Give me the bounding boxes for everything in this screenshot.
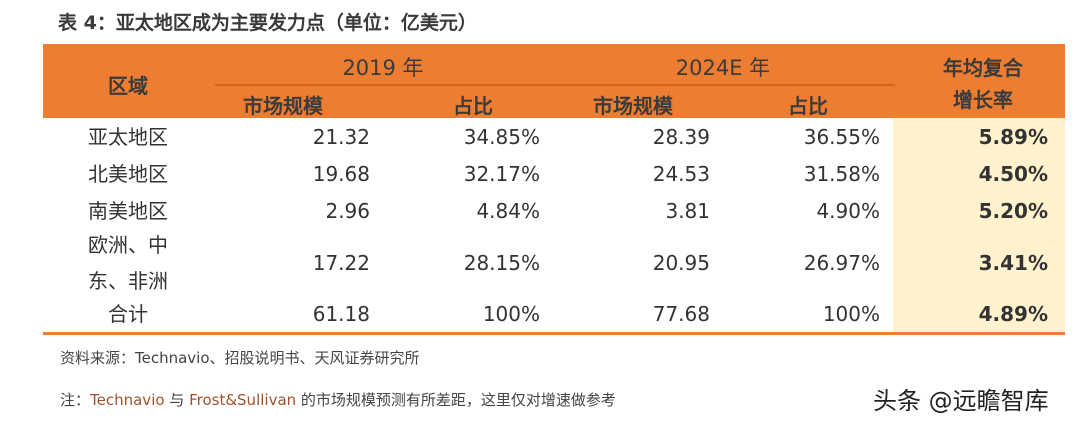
cell-market-2024: 77.68 (652, 302, 710, 326)
cell-share-2024: 100% (822, 302, 880, 326)
cell-share-2024: 4.90% (816, 198, 880, 223)
cell-market-2019: 2.96 (325, 198, 370, 223)
cell-share-2019: 4.84% (476, 198, 540, 223)
cell-cagr: 3.41% (978, 250, 1048, 275)
cell-share-2019: 32.17% (463, 161, 540, 186)
note-mid: 与 (164, 391, 190, 409)
cell-cagr: 5.89% (978, 124, 1048, 149)
cell-share-2019: 28.15% (463, 250, 540, 275)
note-prefix: 注： (60, 391, 91, 409)
header-2024: 2024E 年 (675, 56, 771, 80)
note-frost: Frost&Sullivan (189, 391, 297, 409)
cell-market-2019: 61.18 (312, 302, 370, 326)
header-share-2024: 占比 (788, 94, 828, 118)
header-cagr-2: 增长率 (953, 88, 1013, 112)
cell-market-2024: 3.81 (665, 198, 710, 223)
cell-region: 亚太地区 (88, 124, 168, 149)
table-bottom-border (43, 332, 1065, 335)
source-note: 资料来源：Technavio、招股说明书、天风证券研究所 (60, 349, 420, 367)
cell-share-2019: 34.85% (463, 124, 540, 149)
cell-market-2019: 21.32 (312, 124, 370, 149)
cell-share-2024: 26.97% (803, 250, 880, 275)
header-2019: 2019 年 (342, 56, 424, 80)
cell-share-2024: 31.58% (803, 161, 880, 186)
header-divider (215, 84, 895, 86)
header-share-2019: 占比 (453, 94, 493, 118)
table-row: 南美地区 2.96 4.84% 3.81 4.90% 5.20% (43, 192, 1065, 229)
cell-cagr: 5.20% (978, 198, 1048, 223)
table-header: 区域 2019 年 2024E 年 市场规模 占比 市场规模 占比 年均复合 增… (43, 44, 1065, 118)
cell-region: 欧洲、中东、非洲 (88, 232, 168, 293)
cell-region: 北美地区 (88, 161, 168, 186)
cell-market-2019: 17.22 (312, 250, 370, 275)
cell-market-2024: 20.95 (652, 250, 710, 275)
cell-region: 合计 (108, 302, 148, 326)
header-market-2024: 市场规模 (593, 94, 673, 118)
cell-share-2019: 100% (482, 302, 540, 326)
note-rest: 的市场规模预测有所差距，这里仅对增速做参考 (296, 391, 616, 409)
cell-market-2024: 24.53 (652, 161, 710, 186)
table-title: 表 4：亚太地区成为主要发力点（单位：亿美元） (58, 12, 477, 34)
cell-cagr: 4.89% (978, 302, 1048, 326)
watermark: 头条 @远瞻智库 (873, 387, 1049, 415)
note-technavio: Technavio (90, 391, 165, 409)
cell-share-2024: 36.55% (803, 124, 880, 149)
header-market-2019: 市场规模 (243, 94, 323, 118)
cell-market-2019: 19.68 (312, 161, 370, 186)
header-region: 区域 (108, 74, 148, 98)
cagr-highlight (893, 118, 1065, 332)
cell-market-2024: 28.39 (652, 124, 710, 149)
table-row: 合计 61.18 100% 77.68 100% 4.89% (43, 296, 1065, 332)
table-row: 北美地区 19.68 32.17% 24.53 31.58% 4.50% (43, 155, 1065, 192)
header-cagr-1: 年均复合 (943, 56, 1023, 80)
table-row: 欧洲、中东、非洲 17.22 28.15% 20.95 26.97% 3.41% (43, 229, 1065, 296)
cell-cagr: 4.50% (978, 161, 1048, 186)
footnote: 注：Technavio 与 Frost&Sullivan 的市场规模预测有所差距… (60, 389, 616, 410)
table-row: 亚太地区 21.32 34.85% 28.39 36.55% 5.89% (43, 118, 1065, 155)
cell-region: 南美地区 (88, 198, 168, 223)
